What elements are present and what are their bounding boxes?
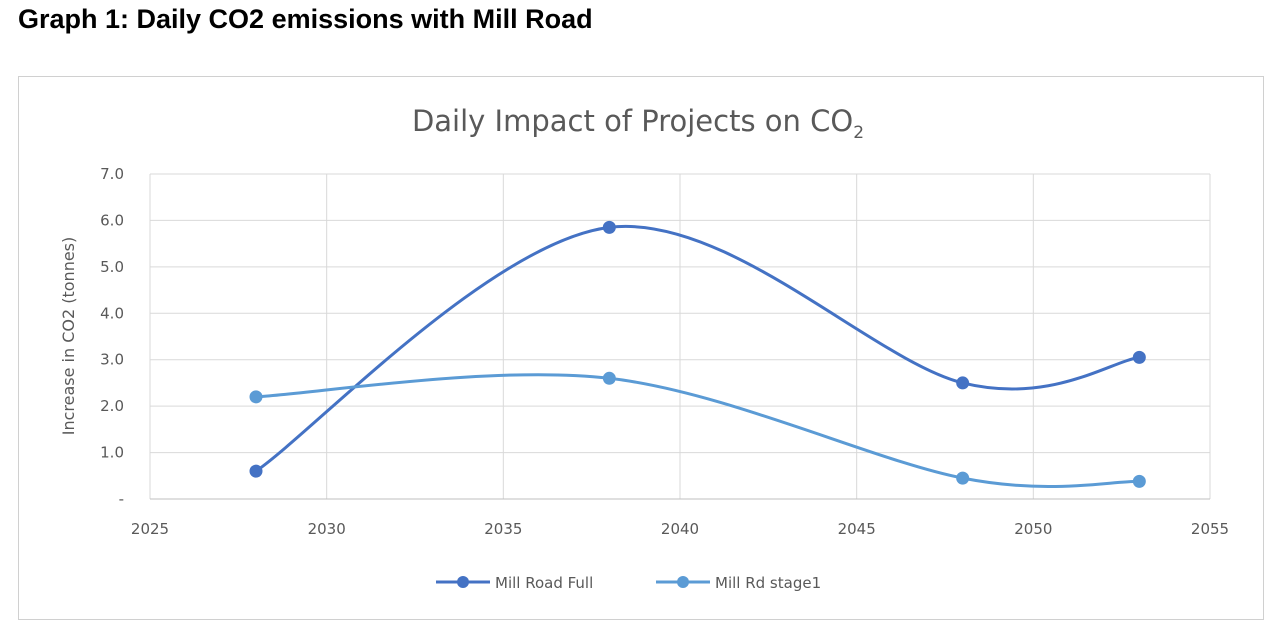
data-point-mill-road-full bbox=[1132, 350, 1146, 364]
axis-layer: - 1.0 2.0 3.0 4.0 5.0 6.0 7.0 2025 2030 2035 2040 20… bbox=[100, 165, 1229, 538]
legend-layer: Mill Road Full Mill Rd stage1 bbox=[436, 574, 821, 592]
data-point-mill-road-full bbox=[602, 220, 616, 234]
page-heading: Graph 1: Daily CO2 emissions with Mill R… bbox=[18, 4, 593, 34]
y-tick-label: - bbox=[119, 490, 124, 508]
chart-title: Daily Impact of Projects on CO2 bbox=[412, 104, 864, 143]
y-tick-label: 1.0 bbox=[100, 444, 124, 462]
data-point-mill-road-full bbox=[956, 376, 970, 390]
chart-title-main: Daily Impact of Projects on CO bbox=[412, 104, 853, 138]
series-line-mill-rd-stage1 bbox=[254, 373, 1141, 489]
data-point-mill-rd-stage1 bbox=[1132, 474, 1146, 488]
x-tick-label: 2050 bbox=[1014, 520, 1052, 538]
series-line-mill-road-full bbox=[254, 224, 1141, 473]
legend-label-mill-road-full: Mill Road Full bbox=[495, 574, 593, 592]
grid-layer bbox=[149, 173, 1211, 499]
x-tick-label: 2045 bbox=[838, 520, 876, 538]
series-layer bbox=[249, 220, 1146, 489]
chart-frame bbox=[18, 76, 1264, 620]
x-tick-label: 2035 bbox=[484, 520, 522, 538]
data-point-mill-road-full bbox=[249, 464, 263, 478]
y-tick-label: 4.0 bbox=[100, 304, 124, 322]
legend-marker-mill-rd-stage1 bbox=[677, 576, 689, 588]
data-point-mill-rd-stage1 bbox=[249, 390, 263, 404]
x-tick-label: 2025 bbox=[131, 520, 169, 538]
chart-title-subscript: 2 bbox=[853, 123, 864, 143]
x-tick-label: 2040 bbox=[661, 520, 699, 538]
y-axis-title: Increase in CO2 (tonnes) bbox=[59, 237, 78, 436]
y-tick-label: 7.0 bbox=[100, 165, 124, 183]
y-tick-label: 3.0 bbox=[100, 351, 124, 369]
y-tick-label: 5.0 bbox=[100, 258, 124, 276]
legend-label-mill-rd-stage1: Mill Rd stage1 bbox=[715, 574, 821, 592]
data-point-mill-rd-stage1 bbox=[956, 471, 970, 485]
x-tick-label: 2030 bbox=[308, 520, 346, 538]
data-point-mill-rd-stage1 bbox=[602, 371, 616, 385]
legend-marker-mill-road-full bbox=[457, 576, 469, 588]
x-tick-label: 2055 bbox=[1191, 520, 1229, 538]
y-tick-label: 6.0 bbox=[100, 211, 124, 229]
y-tick-label: 2.0 bbox=[100, 397, 124, 415]
